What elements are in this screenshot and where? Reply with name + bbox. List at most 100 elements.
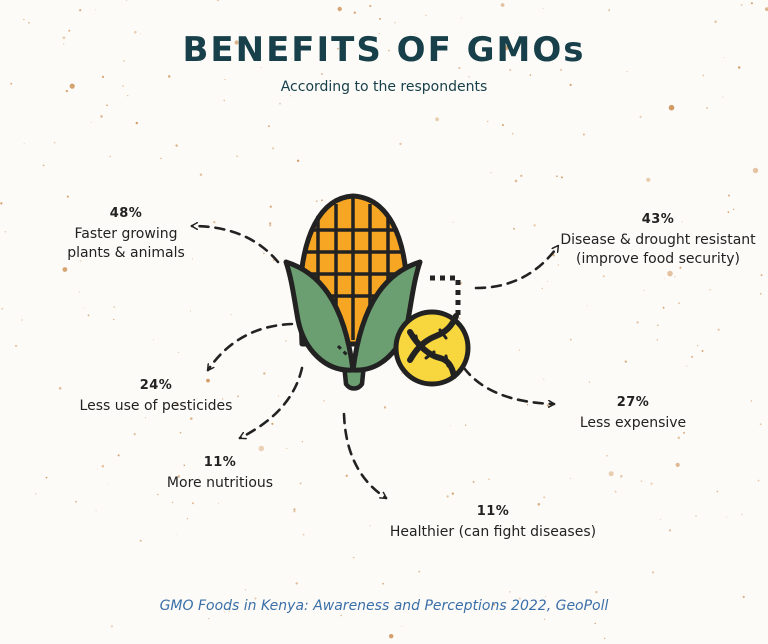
speckle-dot [139, 33, 141, 34]
speckle-dot [738, 66, 741, 69]
speckle-dot [191, 258, 194, 260]
speckle-dot [286, 447, 288, 450]
speckle-dot [418, 570, 421, 573]
speckle-dot [221, 398, 224, 400]
speckle-dot [681, 221, 683, 223]
speckle-dot [68, 29, 71, 32]
speckle-dot [674, 276, 676, 278]
speckle-dot [533, 224, 536, 227]
speckle-dot [106, 483, 108, 485]
speckle-dot [582, 133, 585, 136]
speckle-dot [691, 355, 694, 358]
speckle-dot [172, 501, 174, 503]
speckle-dot [42, 164, 45, 167]
speckle-dot [509, 68, 512, 72]
source-citation: GMO Foods in Kenya: Awareness and Percep… [159, 598, 609, 614]
speckle-dot [683, 431, 686, 434]
speckle-dot [435, 117, 439, 122]
speckle-dot [177, 475, 180, 478]
speckle-dot [109, 155, 111, 158]
speckle-dot [664, 278, 666, 279]
dna-icon [393, 309, 471, 387]
speckle-dot [95, 9, 96, 11]
speckle-dot [100, 115, 103, 118]
speckle-dot [656, 339, 658, 341]
speckle-dot [176, 534, 177, 536]
speckle-dot [714, 20, 717, 24]
speckle-dot [678, 302, 680, 304]
speckle-dot [369, 525, 371, 527]
speckle-dot [759, 292, 762, 295]
speckle-dot [569, 83, 572, 86]
speckle-dot [35, 493, 37, 495]
speckle-dot [160, 157, 162, 160]
benefit-percent: 24% [139, 378, 173, 393]
speckle-dot [153, 339, 155, 341]
speckle-dot [53, 141, 56, 144]
speckle-dot [759, 423, 762, 426]
speckle-dot [400, 372, 403, 375]
benefit-label: Less use of pesticides [79, 398, 233, 414]
speckle-dot [701, 350, 704, 352]
speckle-dot [659, 519, 661, 520]
speckle-dot [179, 431, 182, 434]
benefit-label: Disease & drought resistant [560, 232, 756, 248]
speckle-dot [389, 634, 394, 639]
speckle-dot [557, 264, 560, 266]
speckle-dot [588, 381, 591, 383]
speckle-dot [509, 591, 511, 593]
speckle-dot [301, 441, 303, 443]
speckle-dot [289, 95, 292, 97]
speckle-dot [340, 614, 343, 617]
speckle-dot [639, 115, 642, 118]
speckle-dot [695, 514, 697, 517]
benefit-label: Less expensive [579, 415, 687, 431]
benefit-label-2: plants & animals [67, 245, 185, 261]
speckle-dot [337, 47, 339, 50]
speckle-dot [452, 221, 454, 223]
speckle-dot [702, 74, 705, 77]
speckle-dot [414, 33, 416, 35]
speckle-dot [263, 252, 265, 255]
speckle-dot [224, 79, 226, 81]
speckle-dot [490, 172, 492, 174]
speckle-dot [451, 492, 454, 495]
speckle-dot [552, 254, 555, 257]
speckle-dot [569, 477, 571, 479]
speckle-dot [213, 221, 216, 224]
speckle-dot [706, 107, 708, 109]
speckle-dot [542, 8, 544, 10]
speckle-dot [369, 4, 372, 8]
speckle-dot [122, 85, 124, 87]
speckle-dot [4, 230, 7, 233]
speckle-dot [465, 424, 467, 426]
speckle-dot [293, 508, 296, 511]
arrow-disease-resistant [474, 244, 560, 290]
speckle-dot [196, 398, 198, 400]
speckle-dot [87, 314, 90, 317]
speckle-dot [66, 195, 69, 198]
speckle-dot [236, 155, 239, 158]
speckle-dot [316, 200, 318, 202]
speckle-dot [740, 4, 743, 6]
speckle-dot [90, 121, 92, 123]
speckle-dot [296, 159, 300, 162]
speckle-dot [97, 468, 99, 470]
speckle-dot [345, 474, 348, 477]
speckle-dot [757, 479, 760, 482]
benefit-label-2: (improve food security) [576, 251, 740, 267]
speckle-dot [686, 365, 688, 367]
speckle-dot [586, 305, 588, 307]
speckle-dot [14, 344, 18, 348]
speckle-dot [717, 328, 720, 331]
speckle-dot [271, 422, 274, 425]
speckle-dot [668, 104, 675, 111]
speckle-dot [728, 194, 730, 197]
speckle-dot [117, 454, 120, 457]
speckle-dot [110, 625, 113, 628]
speckle-dot [323, 400, 326, 402]
benefit-percent: 27% [616, 395, 650, 410]
benefit-percent: 11% [203, 455, 237, 470]
speckle-dot [500, 3, 505, 7]
speckle-dot [514, 179, 518, 183]
